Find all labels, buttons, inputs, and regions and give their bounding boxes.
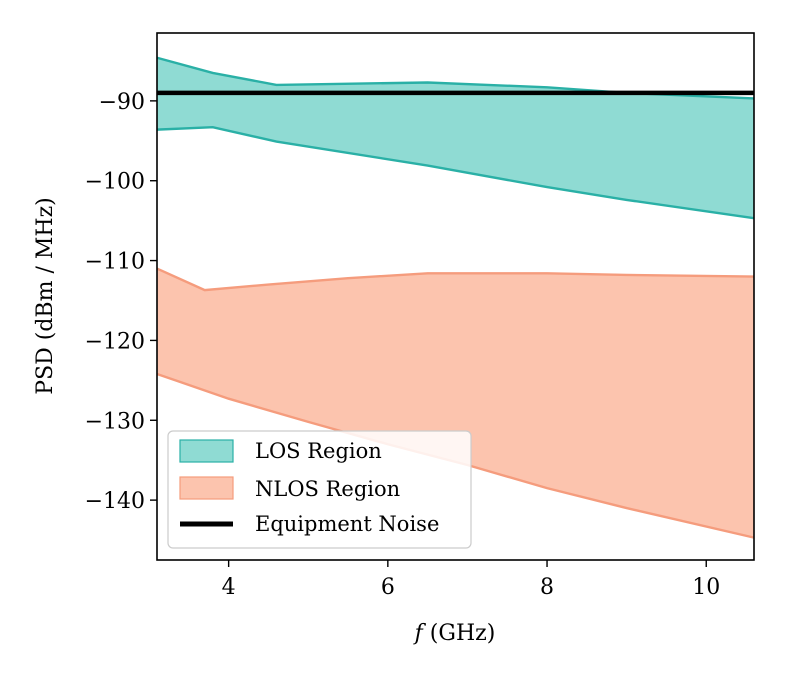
- legend-label-nlos: NLOS Region: [255, 477, 400, 501]
- x-axis-ticks: 4 6 8 10: [222, 560, 720, 600]
- nlos-region-fill: [157, 268, 754, 538]
- data-area: [156, 56, 755, 539]
- x-tick-label: 4: [222, 575, 236, 600]
- plot-frame: [156, 32, 755, 561]
- los-region-lower-bound: [156, 126, 755, 220]
- legend-label-los: LOS Region: [255, 439, 382, 463]
- legend: LOS Region NLOS Region Equipment Noise: [167, 430, 472, 549]
- y-axis-label: PSD (dBm / MHz): [33, 197, 58, 394]
- legend-label-equipment-noise: Equipment Noise: [255, 512, 439, 536]
- y-axis-ticks: −90 −100 −110 −120 −130 −140: [85, 90, 157, 514]
- y-tick-label: −90: [99, 90, 145, 115]
- y-tick-label: −100: [85, 170, 145, 195]
- y-tick-label: −120: [85, 329, 145, 354]
- legend-swatch-nlos: [179, 476, 234, 500]
- legend-swatch-los: [179, 439, 234, 463]
- x-tick-label: 6: [381, 575, 395, 600]
- y-tick-label: −110: [85, 250, 145, 275]
- x-axis-label: f (GHz): [413, 621, 496, 646]
- y-tick-label: −140: [85, 489, 145, 514]
- nlos-region-upper-bound: [156, 267, 755, 292]
- x-tick-label: 8: [540, 575, 554, 600]
- y-tick-label: −130: [85, 409, 145, 434]
- x-tick-label: 10: [692, 575, 720, 600]
- los-region-fill: [157, 57, 754, 219]
- legend-box: [167, 430, 472, 549]
